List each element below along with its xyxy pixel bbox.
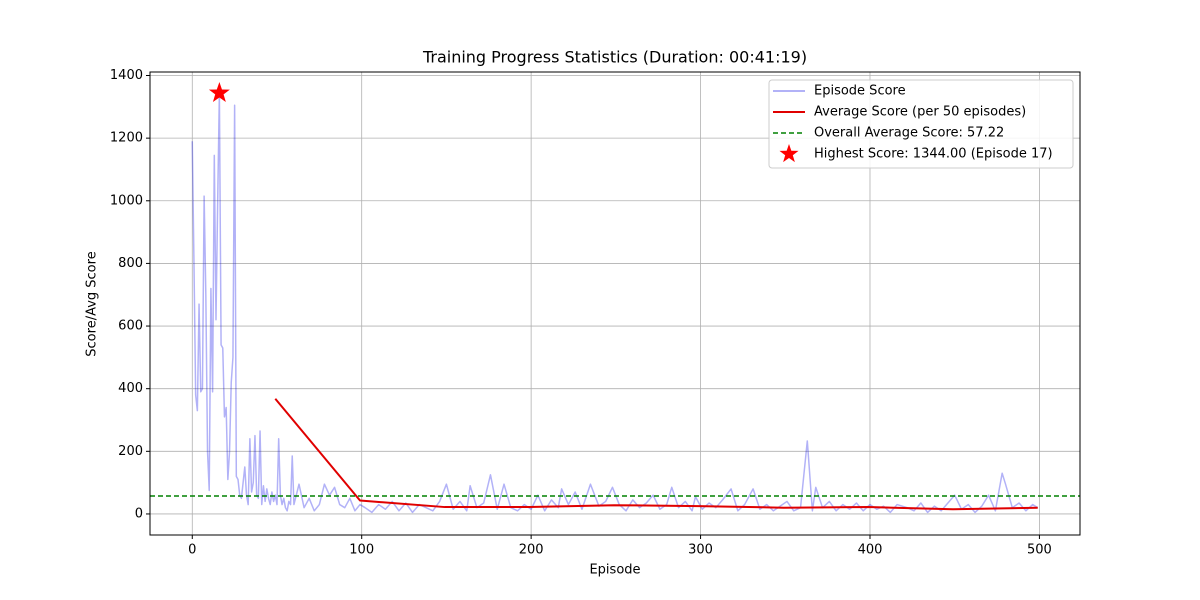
plot-area bbox=[150, 82, 1080, 514]
y-tick-label: 200 bbox=[118, 444, 143, 459]
legend: Episode Score Average Score (per 50 episo… bbox=[768, 79, 1074, 169]
x-tick-label: 500 bbox=[1027, 543, 1052, 558]
legend-label: Overall Average Score: 57.22 bbox=[814, 126, 1004, 141]
series-line bbox=[274, 398, 1038, 511]
legend-marker bbox=[779, 144, 799, 163]
y-tick-label: 1200 bbox=[110, 131, 143, 146]
axes-frame bbox=[149, 71, 1081, 536]
x-axis-label: Episode bbox=[589, 563, 640, 578]
legend-label: Episode Score bbox=[814, 84, 906, 99]
x-tick-label: 400 bbox=[858, 543, 883, 558]
grid: 0 100 200 300 400 500 0 200 400 600 800 1000 1200 140… bbox=[110, 68, 1080, 558]
chart-title: Training Progress Statistics (Duration: … bbox=[422, 48, 807, 67]
legend-label: Highest Score: 1344.00 (Episode 17) bbox=[814, 147, 1053, 162]
x-tick-label: 200 bbox=[519, 543, 544, 558]
legend-label: Average Score (per 50 episodes) bbox=[814, 105, 1026, 120]
y-tick-label: 600 bbox=[118, 319, 143, 334]
y-tick-label: 0 bbox=[135, 506, 143, 521]
x-tick-label: 100 bbox=[349, 543, 374, 558]
x-tick-label: 0 bbox=[188, 543, 196, 558]
y-tick-label: 400 bbox=[118, 381, 143, 396]
y-tick-label: 1000 bbox=[110, 193, 143, 208]
y-tick-label: 800 bbox=[118, 256, 143, 271]
x-tick-label: 300 bbox=[688, 543, 713, 558]
legend-box bbox=[768, 79, 1074, 169]
highest-marker bbox=[208, 82, 230, 102]
y-tick-label: 1400 bbox=[110, 68, 143, 83]
y-axis-label: Score/Avg Score bbox=[85, 251, 100, 356]
